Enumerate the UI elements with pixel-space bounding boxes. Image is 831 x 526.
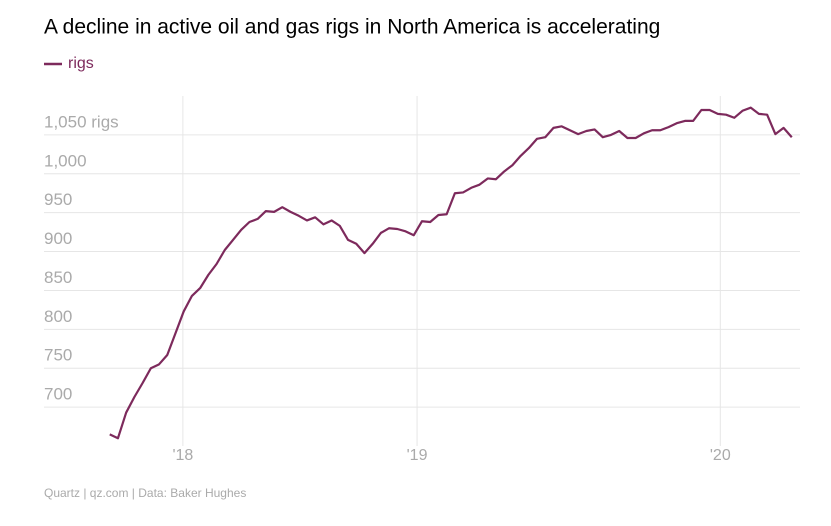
y-tick-label: 900 — [44, 229, 72, 248]
y-tick-label: 750 — [44, 346, 72, 365]
chart-title: A decline in active oil and gas rigs in … — [44, 16, 660, 39]
source: Quartz | qz.com | Data: Baker Hughes — [44, 486, 246, 500]
y-tick-label: 700 — [44, 385, 72, 404]
legend-label: rigs — [68, 55, 94, 72]
series-line — [109, 106, 793, 440]
x-tick-label: '19 — [407, 447, 428, 464]
y-tick-label: 1,000 — [44, 151, 87, 170]
y-tick-label: 850 — [44, 268, 72, 287]
x-tick-label: '20 — [710, 447, 731, 464]
x-tick-label: '18 — [172, 447, 193, 464]
y-tick-label: 950 — [44, 190, 72, 209]
y-tick-label: 1,050 rigs — [44, 112, 119, 131]
y-tick-label: 800 — [44, 307, 72, 326]
